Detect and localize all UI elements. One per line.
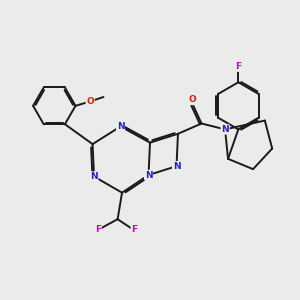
Text: N: N: [145, 170, 152, 179]
Text: O: O: [189, 95, 196, 104]
Text: N: N: [173, 162, 180, 171]
Text: F: F: [95, 225, 101, 234]
Text: O: O: [86, 97, 94, 106]
Text: F: F: [235, 62, 242, 71]
Text: N: N: [221, 125, 229, 134]
Text: F: F: [131, 225, 137, 234]
Text: N: N: [90, 172, 98, 181]
Text: N: N: [117, 122, 124, 131]
